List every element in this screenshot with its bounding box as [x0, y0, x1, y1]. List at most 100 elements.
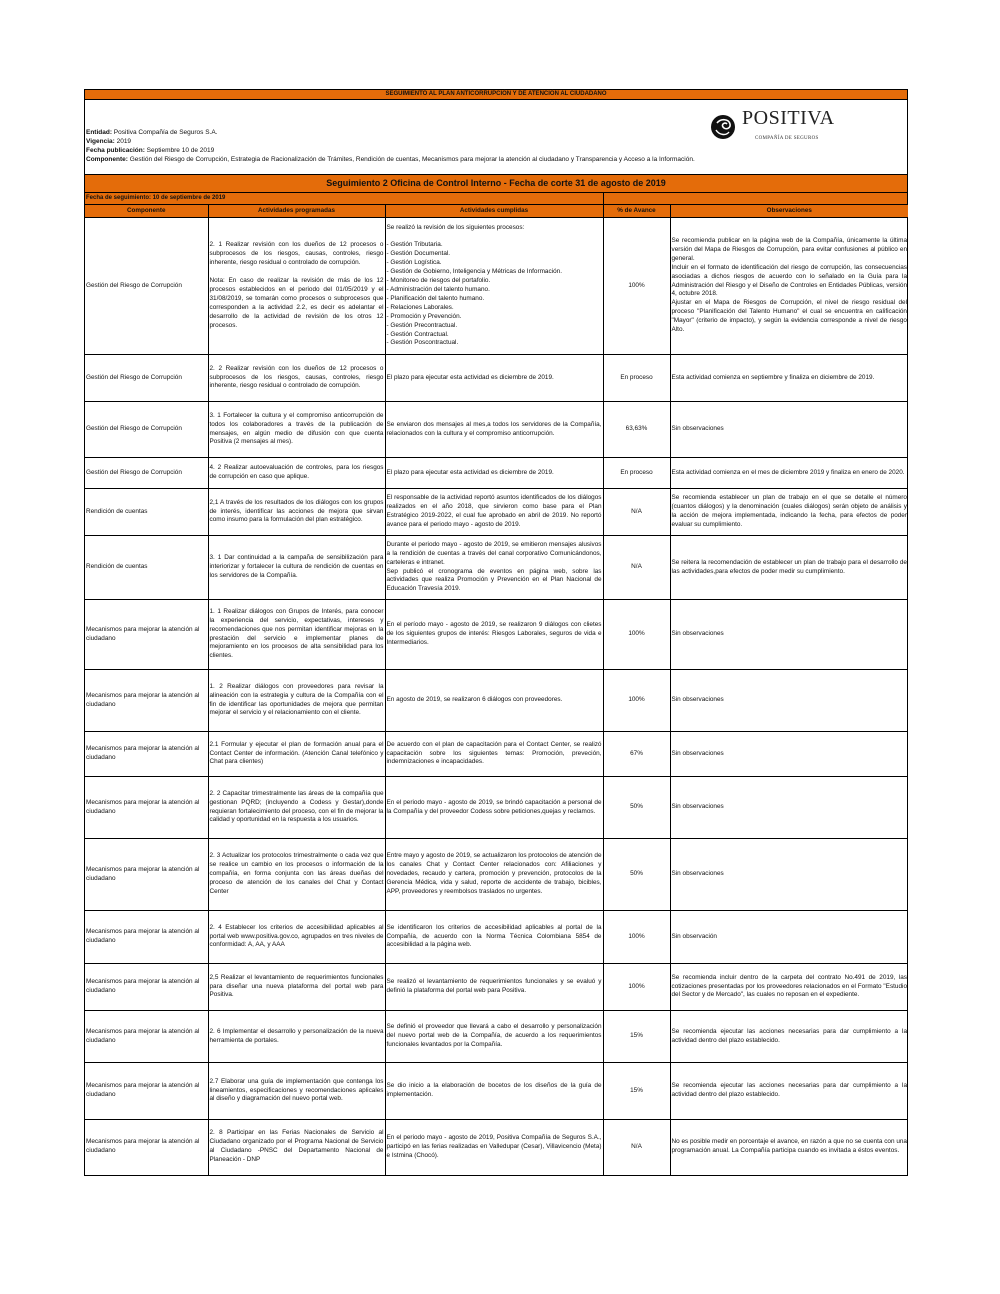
cell-componente: Mecanismos para mejorar la atención al c…	[85, 599, 209, 670]
cell-observaciones: Se recomienda incluir dentro de la carpe…	[669, 963, 908, 1011]
cell-avance: 100%	[602, 963, 671, 1011]
cell-observaciones: Se recomienda ejecutar las acciones nece…	[669, 1010, 908, 1063]
cell-actividades-programadas: 2. 3 Actualizar los protocolos trimestra…	[207, 838, 386, 911]
cell-componente: Mecanismos para mejorar la atención al c…	[85, 1062, 209, 1120]
document-title: SEGUIMIENTO AL PLAN ANTICORRUPCIÓN Y DE …	[85, 90, 907, 100]
componente-label: Componente:	[86, 156, 128, 163]
cell-actividades-programadas: 1. 1 Realizar diálogos con Grupos de Int…	[207, 599, 386, 670]
cell-observaciones: Sin observaciones	[669, 838, 908, 911]
cell-actividades-programadas: 2.7 Elaborar una guía de implementación …	[207, 1062, 386, 1120]
cell-avance: 100%	[602, 599, 671, 670]
cell-actividades-cumplidas: En el periodo mayo - agosto de 2019, Pos…	[384, 1119, 604, 1175]
cell-actividades-programadas: 2. 8 Participar en las Ferias Nacionales…	[207, 1119, 386, 1175]
cell-observaciones: Sin observaciones	[669, 401, 908, 458]
cell-componente: Rendición de cuentas	[85, 535, 209, 600]
logo-wordmark: POSITIVA	[742, 107, 835, 129]
cell-componente: Mecanismos para mejorar la atención al c…	[85, 669, 209, 732]
cell-actividades-cumplidas: En el período mayo - agosto de 2019, se …	[384, 599, 604, 670]
fecha-seguimiento: Fecha de seguimiento: 10 de septiembre d…	[85, 193, 604, 204]
cell-avance: 63,63%	[602, 401, 671, 458]
cell-avance: En proceso	[602, 354, 671, 402]
cell-actividades-programadas: 2. 2 Realizar revisión con los dueños de…	[207, 354, 386, 402]
cell-componente: Rendición de cuentas	[85, 488, 209, 536]
cell-componente: Gestión del Riesgo de Corrupción	[85, 354, 209, 402]
vigencia-line: Vigencia: 2019	[86, 137, 695, 146]
table-row: Mecanismos para mejorar la atención al c…	[85, 776, 908, 839]
cell-componente: Mecanismos para mejorar la atención al c…	[85, 838, 209, 911]
cell-observaciones: Sin observaciones	[669, 731, 908, 777]
column-header-componente: Componente	[85, 205, 209, 218]
table-row: Mecanismos para mejorar la atención al c…	[85, 1119, 908, 1175]
cell-avance: 15%	[602, 1062, 671, 1120]
table-row: Rendición de cuentas 3. 1 Dar continuidad…	[85, 535, 908, 600]
cell-avance: N/A	[602, 488, 671, 536]
entidad-value: Positiva Compañía de Seguros S.A.	[112, 129, 218, 136]
entidad-line: Entidad: Positiva Compañía de Seguros S.…	[86, 128, 695, 137]
table-row: Mecanismos para mejorar la atención al c…	[85, 910, 908, 964]
cell-avance: 67%	[602, 731, 671, 777]
cell-actividades-cumplidas: En agosto de 2019, se realizaron 6 diálo…	[384, 669, 604, 732]
cell-avance: En proceso	[602, 457, 671, 489]
cell-avance: N/A	[602, 1119, 671, 1175]
column-header-cumplidas: Actividades cumplidas	[384, 205, 604, 218]
table-row: Mecanismos para mejorar la atención al c…	[85, 838, 908, 911]
cell-avance: 50%	[602, 838, 671, 911]
fecha-publicacion-value: Septiembre 10 de 2019	[144, 147, 215, 154]
cell-observaciones: Se recomienda publicar en la página web …	[669, 217, 908, 355]
cell-avance: 15%	[602, 1010, 671, 1063]
cell-actividades-programadas: 2.1 Formular y ejecutar el plan de forma…	[207, 731, 386, 777]
cell-actividades-cumplidas: Se definió el proveedor que llevará a ca…	[384, 1010, 604, 1063]
table-row: Mecanismos para mejorar la atención al c…	[85, 1010, 908, 1063]
column-header-avance: % de Avance	[602, 205, 671, 218]
table-row: Rendición de cuentas 2,1 A través de los …	[85, 488, 908, 536]
table-row: Mecanismos para mejorar la atención al c…	[85, 1062, 908, 1120]
cell-actividades-programadas: 2. 2 Capacitar trimestralmente las áreas…	[207, 776, 386, 839]
cell-observaciones: Se reitera la recomendación de establece…	[669, 535, 908, 600]
table-row: Gestión del Riesgo de Corrupción 2. 1 Rea…	[85, 217, 908, 355]
table-row: Gestión del Riesgo de Corrupción 2. 2 Rea…	[85, 354, 908, 402]
cell-actividades-programadas: 3. 1 Dar continuidad a la campaña de sen…	[207, 535, 386, 600]
logo-subtitle: COMPAÑÍA DE SEGUROS	[755, 136, 819, 141]
cell-actividades-cumplidas: Se dio inicio a la elaboración de boceto…	[384, 1062, 604, 1120]
seguimiento-title: Seguimiento 2 Oficina de Control Interno…	[85, 175, 907, 193]
document-info: Entidad: Positiva Compañía de Seguros S.…	[85, 100, 907, 175]
fecha-publicacion-line: Fecha publicación: Septiembre 10 de 2019	[86, 146, 695, 155]
cell-componente: Mecanismos para mejorar la atención al c…	[85, 1010, 209, 1063]
cell-observaciones: Sin observaciones	[669, 776, 908, 839]
vigencia-label: Vigencia:	[86, 138, 115, 145]
cell-actividades-cumplidas: De acuerdo con el plan de capacitación p…	[384, 731, 604, 777]
table-header-row: Componente Actividades programadas Activ…	[85, 205, 908, 218]
cell-avance: 100%	[602, 910, 671, 964]
cell-componente: Gestión del Riesgo de Corrupción	[85, 401, 209, 458]
cell-avance: N/A	[602, 535, 671, 600]
table-row: Mecanismos para mejorar la atención al c…	[85, 669, 908, 732]
cell-avance: 50%	[602, 776, 671, 839]
cell-actividades-cumplidas: El plazo para ejecutar esta actividad es…	[384, 354, 604, 402]
cell-observaciones: Se recomienda establecer un plan de trab…	[669, 488, 908, 536]
cell-actividades-cumplidas: Se identificaron los criterios de accesi…	[384, 910, 604, 964]
cell-componente: Gestión del Riesgo de Corrupción	[85, 457, 209, 489]
cell-componente: Mecanismos para mejorar la atención al c…	[85, 776, 209, 839]
cell-actividades-cumplidas: Se realizó el levantamiento de requerimi…	[384, 963, 604, 1011]
seguimiento-table: Componente Actividades programadas Activ…	[85, 205, 908, 1175]
cell-actividades-cumplidas: Se realizó la revisión de los siguientes…	[384, 217, 604, 355]
cell-componente: Mecanismos para mejorar la atención al c…	[85, 1119, 209, 1175]
table-row: Mecanismos para mejorar la atención al c…	[85, 599, 908, 670]
cell-componente: Mecanismos para mejorar la atención al c…	[85, 910, 209, 964]
cell-observaciones: Se recomienda ejecutar las acciones nece…	[669, 1062, 908, 1120]
cell-observaciones: Esta actividad comienza en el mes de dic…	[669, 457, 908, 489]
cell-actividades-programadas: 2,5 Realizar el levantamiento de requeri…	[207, 963, 386, 1011]
positiva-logo: POSITIVA COMPAÑÍA DE SEGUROS	[709, 107, 839, 142]
cell-avance: 100%	[602, 217, 671, 355]
column-header-programadas: Actividades programadas	[207, 205, 386, 218]
cell-componente: Mecanismos para mejorar la atención al c…	[85, 963, 209, 1011]
cell-actividades-programadas: 3. 1 Fortalecer la cultura y el compromi…	[207, 401, 386, 458]
cell-componente: Mecanismos para mejorar la atención al c…	[85, 731, 209, 777]
cell-actividades-cumplidas: El plazo para ejecutar esta actividad es…	[384, 457, 604, 489]
cell-actividades-cumplidas: Se enviaron dos mensajes al mes,a todos …	[384, 401, 604, 458]
tracking-sheet: SEGUIMIENTO AL PLAN ANTICORRUPCIÓN Y DE …	[84, 89, 908, 1176]
cell-actividades-cumplidas: El responsable de la actividad reportó a…	[384, 488, 604, 536]
cell-actividades-cumplidas: En el periodo mayo - agosto de 2019, se …	[384, 776, 604, 839]
cell-avance: 100%	[602, 669, 671, 732]
column-header-observaciones: Observaciones	[669, 205, 908, 218]
